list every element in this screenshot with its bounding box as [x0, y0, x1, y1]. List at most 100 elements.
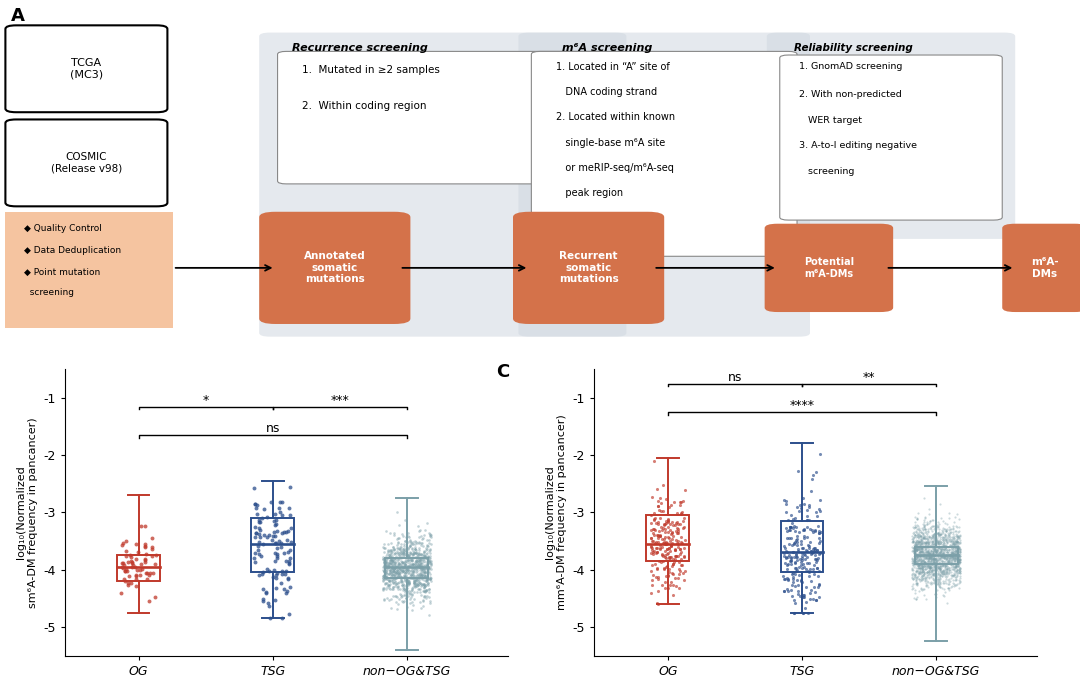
Point	[403, 589, 420, 600]
Point	[113, 538, 131, 548]
Point	[947, 536, 964, 547]
Point	[943, 535, 960, 546]
Point	[384, 577, 402, 588]
Point	[935, 527, 953, 538]
Point	[934, 559, 951, 570]
Point	[789, 466, 807, 477]
Point	[907, 594, 924, 604]
Point	[928, 546, 945, 557]
Point	[921, 548, 939, 559]
Point	[923, 554, 941, 565]
Point	[393, 549, 410, 560]
Point	[421, 529, 438, 540]
Point	[657, 524, 674, 535]
Point	[262, 497, 280, 507]
Point	[916, 572, 933, 583]
Point	[935, 539, 953, 550]
Point	[922, 560, 940, 571]
Point	[281, 609, 298, 619]
Point	[949, 555, 967, 566]
Point	[418, 585, 435, 596]
Point	[387, 568, 404, 579]
Point	[920, 523, 937, 534]
Point	[381, 579, 399, 589]
Point	[945, 571, 962, 582]
Point	[386, 559, 403, 570]
Point	[411, 584, 429, 595]
Point	[920, 562, 937, 573]
Point	[927, 549, 944, 560]
Point	[380, 561, 397, 572]
Point	[421, 550, 438, 561]
Point	[905, 548, 922, 559]
Point	[948, 549, 966, 560]
Point	[948, 536, 966, 547]
Point	[660, 501, 677, 512]
Point	[782, 532, 799, 543]
Point	[644, 542, 661, 553]
Point	[949, 543, 967, 554]
Point	[927, 545, 944, 556]
Point	[394, 595, 411, 606]
Point	[645, 514, 662, 525]
Point	[945, 547, 962, 558]
Point	[416, 571, 433, 582]
Point	[931, 578, 948, 589]
Point	[403, 589, 420, 600]
Point	[141, 567, 159, 578]
Point	[949, 564, 967, 575]
Point	[788, 564, 806, 575]
Point	[927, 563, 944, 574]
Point	[403, 571, 420, 582]
Point	[251, 514, 268, 525]
Point	[809, 563, 826, 574]
Point	[796, 525, 813, 535]
Point	[786, 580, 804, 591]
Point	[950, 564, 968, 575]
Point	[909, 561, 927, 572]
Point	[945, 564, 962, 575]
Point	[375, 572, 392, 583]
Point	[920, 562, 937, 573]
Point	[410, 550, 428, 561]
Point	[379, 561, 396, 572]
Point	[942, 544, 959, 555]
Point	[390, 563, 407, 574]
Point	[937, 553, 955, 564]
Point	[945, 528, 962, 539]
Point	[914, 533, 931, 544]
Point	[926, 543, 943, 554]
Point	[404, 562, 421, 573]
Point	[389, 565, 406, 576]
Point	[908, 528, 926, 539]
Point	[418, 570, 435, 581]
Point	[675, 513, 692, 524]
Bar	[915, 546, 958, 564]
Point	[402, 572, 419, 583]
Point	[922, 552, 940, 563]
Point	[410, 556, 428, 567]
Point	[799, 514, 816, 525]
Point	[932, 563, 949, 574]
Point	[928, 561, 945, 572]
Point	[915, 561, 932, 572]
Point	[933, 583, 950, 594]
Point	[949, 538, 967, 549]
Point	[948, 551, 966, 562]
Point	[920, 566, 937, 577]
Point	[676, 485, 693, 496]
Point	[949, 530, 967, 541]
Point	[928, 557, 945, 568]
Point	[657, 532, 674, 543]
Point	[907, 565, 924, 576]
Point	[920, 531, 937, 542]
Point	[906, 553, 923, 563]
Point	[919, 542, 936, 553]
Point	[910, 567, 928, 578]
Point	[380, 579, 397, 590]
Point	[919, 525, 936, 536]
Point	[913, 561, 930, 572]
Point	[921, 544, 939, 555]
Point	[937, 553, 955, 563]
Point	[390, 544, 407, 555]
